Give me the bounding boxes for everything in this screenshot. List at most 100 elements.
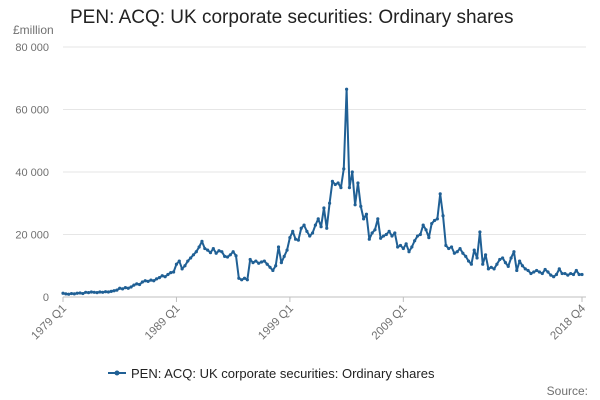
data-point	[441, 214, 445, 218]
data-point	[123, 286, 127, 290]
y-axis-ticks: 0 20 000 40 000 60 000 80 000	[15, 42, 49, 304]
data-point	[520, 264, 525, 268]
x-tick-label: 1979 Q1	[29, 303, 69, 343]
data-point	[472, 248, 476, 252]
data-point	[347, 186, 352, 190]
data-point	[464, 254, 468, 258]
data-point	[101, 290, 105, 294]
data-point	[251, 261, 255, 265]
x-tick-label: 1989 Q1	[143, 303, 183, 343]
data-point	[237, 276, 241, 280]
data-point	[523, 267, 527, 271]
data-point	[211, 246, 215, 251]
data-point	[234, 254, 238, 258]
data-point	[430, 221, 434, 226]
data-point	[109, 289, 113, 293]
data-point	[577, 272, 581, 277]
data-point	[265, 262, 269, 266]
data-point	[271, 268, 275, 273]
data-point	[387, 229, 391, 233]
data-point	[72, 292, 76, 296]
data-point	[350, 170, 354, 174]
data-point	[535, 268, 539, 273]
data-point	[69, 291, 74, 296]
data-point	[336, 181, 340, 185]
y-tick-label: 60 000	[15, 105, 49, 117]
x-axis-ticks: 1979 Q1 1989 Q1 1999 Q1 2009 Q1 2018 Q4	[29, 297, 589, 343]
data-point	[197, 245, 201, 249]
data-point	[129, 285, 133, 289]
data-point	[316, 217, 320, 221]
data-point	[112, 289, 116, 293]
data-point	[415, 234, 420, 238]
series-line-group	[61, 87, 584, 296]
data-point	[563, 271, 567, 276]
data-point	[500, 256, 505, 260]
data-point	[160, 274, 164, 278]
data-point	[223, 254, 227, 258]
data-point	[327, 201, 332, 205]
data-point	[529, 271, 533, 276]
data-point	[376, 217, 380, 221]
data-point	[362, 217, 366, 221]
data-point	[398, 243, 403, 248]
data-point	[333, 182, 337, 187]
data-point	[367, 237, 371, 241]
data-point	[512, 250, 516, 254]
data-point	[174, 262, 179, 266]
data-point	[475, 256, 479, 260]
data-point	[166, 272, 170, 277]
data-point	[498, 257, 502, 262]
y-tick-label: 20 000	[15, 230, 49, 242]
data-point	[92, 290, 96, 294]
data-point	[540, 271, 544, 276]
data-point	[427, 236, 431, 240]
source-label: Source:	[547, 384, 588, 398]
data-point	[103, 290, 108, 294]
data-point	[432, 218, 437, 223]
data-point	[61, 291, 65, 295]
data-point	[396, 245, 400, 249]
x-tick-label: 2009 Q1	[370, 303, 410, 343]
data-point	[186, 259, 190, 263]
data-point	[126, 286, 130, 290]
data-point	[81, 291, 85, 296]
data-point	[154, 277, 159, 281]
data-point	[483, 253, 488, 257]
data-point	[115, 288, 119, 292]
data-point	[86, 291, 91, 295]
data-point	[322, 206, 326, 210]
data-point	[506, 264, 510, 268]
data-point	[390, 234, 394, 238]
data-point	[228, 253, 232, 257]
y-tick-label: 0	[43, 292, 49, 304]
data-point	[245, 278, 249, 282]
data-point	[569, 271, 573, 276]
data-point	[313, 223, 318, 227]
data-point	[302, 223, 306, 227]
legend: PEN: ACQ: UK corporate securities: Ordin…	[108, 366, 435, 381]
data-point	[194, 250, 198, 254]
data-point	[208, 251, 213, 255]
data-point	[481, 262, 485, 266]
data-point	[118, 286, 122, 290]
data-point	[566, 273, 570, 277]
legend-label: PEN: ACQ: UK corporate securities: Ordin…	[131, 366, 435, 381]
data-point	[282, 254, 286, 258]
data-point	[574, 268, 578, 273]
data-point	[418, 232, 422, 237]
data-point	[248, 257, 252, 262]
data-point	[364, 212, 369, 216]
data-point	[478, 230, 482, 234]
data-point	[84, 290, 88, 294]
data-point	[543, 267, 547, 272]
data-point	[339, 186, 343, 190]
data-point	[546, 270, 550, 274]
data-point	[106, 290, 110, 294]
gridlines	[63, 46, 586, 235]
data-point	[262, 259, 266, 263]
data-point	[342, 167, 346, 171]
data-point	[393, 231, 397, 235]
data-point	[401, 246, 405, 251]
